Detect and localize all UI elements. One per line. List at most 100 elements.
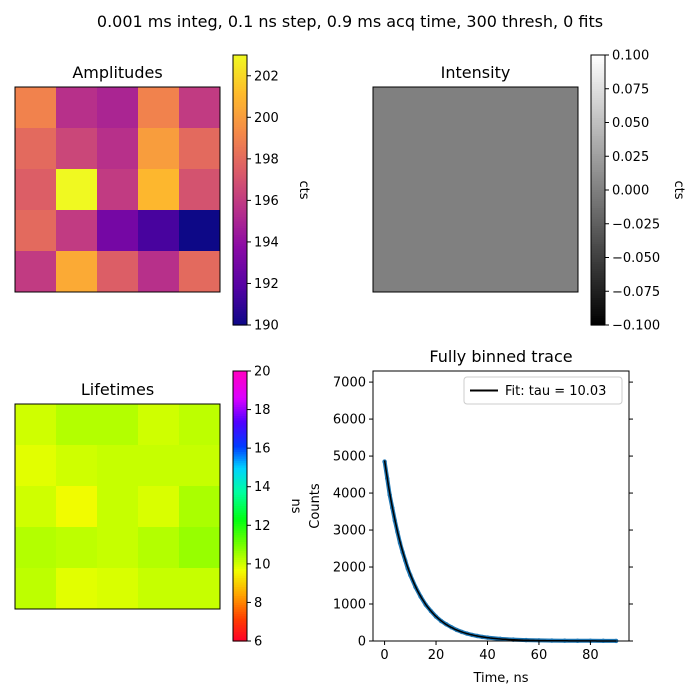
heatmap-cell xyxy=(414,210,456,252)
intensity-title: Intensity xyxy=(441,63,511,82)
colorbar-band xyxy=(591,293,605,297)
colorbar-band xyxy=(591,145,605,148)
colorbar-band xyxy=(233,472,247,476)
colorbar-band xyxy=(233,149,247,153)
colorbar-band xyxy=(233,268,247,272)
colorbar-band xyxy=(591,244,605,247)
colorbar-band xyxy=(233,499,247,503)
colorbar-band xyxy=(233,264,247,268)
colorbar-band xyxy=(591,163,605,166)
heatmap-cell xyxy=(15,169,57,211)
colorbar-band xyxy=(233,176,247,180)
lifetimes-colorbar-label: ns xyxy=(288,498,303,513)
colorbar-band xyxy=(233,106,247,110)
colorbar-band xyxy=(591,75,605,79)
colorbar-band xyxy=(233,298,247,301)
colorbar-band xyxy=(233,580,247,584)
heatmap-cell xyxy=(537,128,579,170)
colorbar-band xyxy=(233,440,247,444)
colorbar-band xyxy=(233,66,247,70)
colorbar-band xyxy=(591,217,605,220)
colorbar-band xyxy=(591,214,605,218)
colorbar-band xyxy=(233,393,247,397)
colorbar-band xyxy=(233,503,247,507)
colorbar-band xyxy=(233,174,247,178)
colorbar-band xyxy=(233,391,247,395)
colorbar-band xyxy=(233,400,247,404)
colorbar-band xyxy=(233,210,247,214)
colorbar-band xyxy=(233,151,247,155)
colorbar-band xyxy=(591,140,605,144)
colorbar-band xyxy=(591,154,605,157)
heatmap-cell xyxy=(414,251,456,293)
heatmap-cell xyxy=(138,404,180,446)
colorbar-band xyxy=(591,66,605,70)
heatmap-cell xyxy=(455,169,497,211)
colorbar-band xyxy=(233,127,247,130)
colorbar-band xyxy=(233,544,247,548)
colorbar-band xyxy=(591,232,605,236)
heatmap-cell xyxy=(496,169,538,211)
colorbar-band xyxy=(233,517,247,521)
amplitudes-colorbar-label: cts xyxy=(296,180,311,199)
colorbar-band xyxy=(591,194,605,198)
colorbar-band xyxy=(233,91,247,94)
colorbar-band xyxy=(233,212,247,216)
colorbar-band xyxy=(233,479,247,482)
colorbar-band xyxy=(591,264,605,268)
colorbar-band xyxy=(591,307,605,310)
colorbar-band xyxy=(591,205,605,209)
amplitudes-panel: Amplitudes 190 192 194 196 198 200 202 cts xyxy=(14,54,311,334)
colorbar-band xyxy=(591,230,605,234)
y-tick-label: 6000 xyxy=(333,413,366,428)
heatmap-cell xyxy=(138,210,180,252)
heatmap-cell xyxy=(15,568,57,610)
colorbar-band xyxy=(233,55,247,58)
colorbar-band xyxy=(591,73,605,76)
colorbar-band xyxy=(591,289,605,292)
colorbar-band xyxy=(233,165,247,169)
amplitudes-title: Amplitudes xyxy=(72,63,162,82)
colorbar-band xyxy=(233,470,247,473)
colorbar-band xyxy=(233,320,247,324)
colorbar-band xyxy=(591,259,605,263)
colorbar-band xyxy=(591,235,605,238)
colorbar-tick-label: 16 xyxy=(254,442,271,457)
colorbar-band xyxy=(233,413,247,417)
heatmap-cell xyxy=(97,128,139,170)
colorbar-band xyxy=(233,634,247,638)
heatmap-cell xyxy=(179,404,221,446)
colorbar-tick-label: 202 xyxy=(254,69,279,84)
colorbar-band xyxy=(233,75,247,79)
colorbar-band xyxy=(233,596,247,599)
heatmap-cell xyxy=(537,169,579,211)
colorbar-band xyxy=(233,322,247,326)
colorbar-band xyxy=(591,241,605,245)
colorbar-band xyxy=(233,219,247,223)
colorbar-band xyxy=(591,250,605,254)
colorbar-band xyxy=(591,313,605,317)
colorbar-band xyxy=(591,282,605,286)
colorbar-tick-label: −0.075 xyxy=(612,285,660,300)
colorbar-band xyxy=(233,564,247,568)
colorbar-band xyxy=(233,136,247,139)
lifetimes-panel: Lifetimes 6 8 10 12 14 16 18 20 ns xyxy=(14,365,303,650)
heatmap-cell xyxy=(56,445,98,487)
heatmap-cell xyxy=(138,169,180,211)
colorbar-band xyxy=(233,244,247,247)
colorbar-band xyxy=(233,194,247,198)
colorbar-band xyxy=(233,546,247,550)
colorbar-band xyxy=(233,497,247,500)
heatmap-cell xyxy=(138,486,180,528)
colorbar-band xyxy=(591,199,605,202)
colorbar-band xyxy=(233,573,247,577)
colorbar-tick-label: −0.050 xyxy=(612,251,660,266)
heatmap-cell xyxy=(537,251,579,293)
heatmap-cell xyxy=(373,87,415,129)
colorbar-band xyxy=(233,420,247,424)
heatmap-cell xyxy=(496,210,538,252)
intensity-panel: Intensity −0.100 −0.075 −0.050 −0.025 0.000 0… xyxy=(372,49,686,334)
colorbar-band xyxy=(233,304,247,308)
x-tick-label: 40 xyxy=(479,648,496,663)
